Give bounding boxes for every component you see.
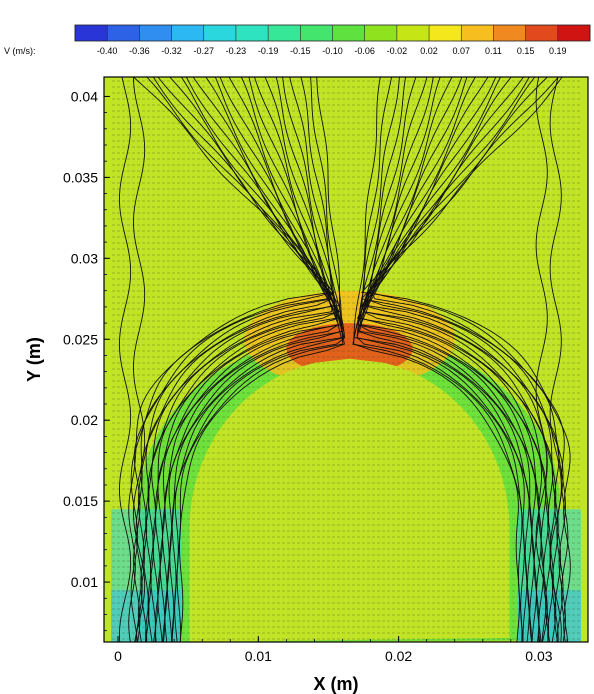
colorbar-tick-label: 0.15 bbox=[517, 46, 535, 56]
colorbar-swatch bbox=[364, 25, 398, 41]
colorbar-swatch bbox=[429, 25, 462, 41]
streamline bbox=[353, 77, 520, 642]
streamline bbox=[364, 77, 559, 642]
axes: 0 0.01 0.02 0.03 0.01 0.015 0.02 0.025 0.03 0.035… bbox=[63, 76, 589, 664]
colorbar-swatch bbox=[300, 25, 333, 41]
y-tick-label: 0.01 bbox=[71, 574, 98, 590]
colorbar-swatch bbox=[171, 25, 205, 41]
streamline bbox=[356, 77, 547, 642]
colorbar-swatch bbox=[107, 25, 140, 41]
streamline bbox=[549, 77, 562, 642]
colorbar-swatch bbox=[461, 25, 494, 41]
streamline bbox=[162, 77, 339, 642]
dome-region bbox=[189, 358, 510, 642]
colorbar-swatch bbox=[525, 25, 559, 41]
streamlines bbox=[118, 77, 571, 642]
streamline bbox=[370, 77, 566, 642]
streamline bbox=[176, 77, 344, 642]
colorbar-tick-label: -0.15 bbox=[290, 46, 311, 56]
y-tick-label: 0.035 bbox=[63, 169, 98, 185]
streamline bbox=[361, 77, 557, 642]
streamline bbox=[174, 77, 346, 642]
streamline bbox=[142, 77, 335, 642]
streamline bbox=[157, 77, 343, 642]
colorbar-tick-label: -0.36 bbox=[129, 46, 150, 56]
colorbar-swatch bbox=[493, 25, 526, 41]
streamline bbox=[133, 77, 146, 642]
plot-area bbox=[104, 77, 588, 642]
colorbar-tick-label: -0.19 bbox=[258, 46, 279, 56]
streamline bbox=[356, 77, 540, 642]
x-tick-label: 0.02 bbox=[385, 648, 412, 664]
y-axis-title: Y (m) bbox=[24, 337, 44, 382]
x-axis-title: X (m) bbox=[314, 674, 359, 694]
colorbar: -0.40 -0.36 -0.32 -0.27 -0.23 -0.19 -0.15 -0.10… bbox=[74, 24, 591, 56]
y-tick-label: 0.015 bbox=[63, 493, 98, 509]
colorbar-swatch bbox=[235, 25, 269, 41]
streamline bbox=[169, 77, 342, 642]
colorbar-variable-label: V (m/s): bbox=[4, 46, 36, 56]
colorbar-swatch bbox=[557, 25, 591, 41]
streamline bbox=[357, 77, 533, 642]
streamline bbox=[360, 77, 545, 642]
streamline bbox=[179, 77, 345, 642]
streamline bbox=[137, 77, 334, 642]
streamline bbox=[352, 77, 523, 642]
colorbar-tick-label: -0.23 bbox=[226, 46, 247, 56]
streamline bbox=[145, 77, 333, 642]
streamline bbox=[353, 77, 530, 642]
x-tick-label: 0.01 bbox=[245, 648, 272, 664]
streamline bbox=[159, 77, 339, 642]
streamline bbox=[164, 77, 345, 642]
colorbar-swatch bbox=[268, 25, 301, 41]
colorbar-tick-label: -0.02 bbox=[387, 46, 408, 56]
colorbar-tick-label: -0.32 bbox=[161, 46, 182, 56]
velocity-vectors bbox=[112, 80, 580, 640]
colorbar-tick-label: -0.40 bbox=[97, 46, 118, 56]
colorbar-tick-label: 0.07 bbox=[452, 46, 470, 56]
streamline bbox=[118, 77, 132, 642]
streamline bbox=[356, 77, 528, 642]
streamline bbox=[367, 77, 569, 642]
colorbar-tick-label: 0.19 bbox=[549, 46, 567, 56]
colorbar-swatch bbox=[332, 25, 365, 41]
streamline bbox=[166, 77, 343, 642]
x-tick-label: 0.03 bbox=[525, 648, 552, 664]
y-tick-label: 0.04 bbox=[71, 88, 98, 104]
streamline bbox=[361, 77, 571, 642]
colorbar-swatch bbox=[396, 25, 430, 41]
streamline bbox=[147, 77, 341, 642]
colorbar-swatch bbox=[203, 25, 237, 41]
plot-frame bbox=[103, 76, 589, 643]
streamline bbox=[357, 77, 537, 642]
streamline bbox=[128, 77, 332, 642]
streamline bbox=[535, 77, 548, 642]
streamline bbox=[154, 77, 340, 642]
colorbar-tick-label: -0.27 bbox=[193, 46, 214, 56]
streamline bbox=[363, 77, 550, 642]
y-tick-label: 0.03 bbox=[71, 250, 98, 266]
y-tick-label: 0.025 bbox=[63, 331, 98, 347]
y-tick-label: 0.02 bbox=[71, 412, 98, 428]
x-tick-label: 0 bbox=[114, 648, 122, 664]
colorbar-tick-label: -0.10 bbox=[322, 46, 343, 56]
colorbar-swatch bbox=[139, 25, 172, 41]
streamline bbox=[358, 77, 535, 642]
colorbar-swatch bbox=[75, 25, 108, 41]
streamline bbox=[150, 77, 339, 642]
streamline bbox=[171, 77, 345, 642]
colorbar-tick-label: 0.11 bbox=[485, 46, 502, 56]
colorbar-tick-label: 0.02 bbox=[420, 46, 438, 56]
streamline bbox=[133, 77, 334, 642]
colorbar-tick-label: -0.06 bbox=[354, 46, 375, 56]
streamline bbox=[140, 77, 341, 642]
